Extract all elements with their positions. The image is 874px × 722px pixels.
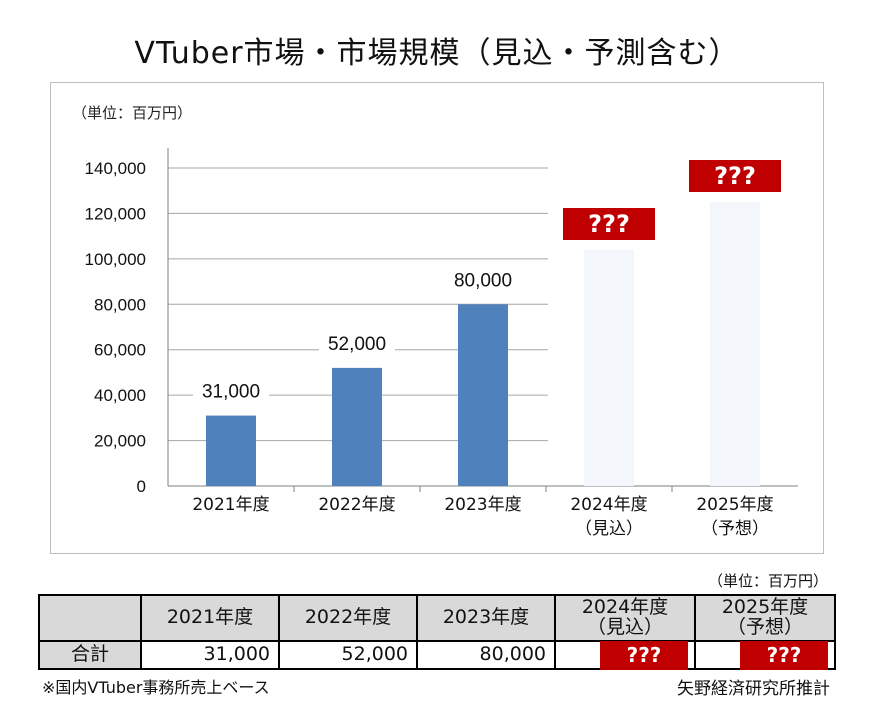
y-tick-label: 80,000	[94, 295, 146, 314]
data-label-bg	[319, 327, 395, 356]
bar	[710, 202, 760, 487]
y-tick-label: 0	[137, 477, 146, 496]
table-unit-label: （単位：百万円）	[707, 572, 828, 590]
bar	[458, 304, 508, 486]
data-label: 31,000	[202, 382, 260, 403]
bar	[332, 367, 382, 486]
data-label-placeholder: ???	[563, 207, 655, 240]
table-header-2021: 2021年度	[140, 594, 280, 642]
x-tick-label-sub: （見込）	[575, 519, 643, 539]
source-credit: 矢野経済研究所推計	[677, 679, 830, 699]
table-cell-2024-mask: ???	[600, 641, 688, 670]
table-cell-2025: ???	[694, 640, 836, 670]
x-tick-label: 2025年度	[696, 495, 773, 515]
data-label-placeholder: ???	[689, 160, 781, 193]
table-header-2024: 2024年度 （見込）	[554, 594, 696, 642]
data-label: 52,000	[328, 334, 386, 355]
page-title: VTuber市場・市場規模（見込・予測含む）	[134, 36, 740, 71]
table-cell-2025-mask: ???	[740, 641, 828, 670]
table-cell-2022: 52,000	[278, 640, 418, 670]
y-tick-label: 120,000	[85, 204, 146, 223]
table-header-2025-text: 2025年度 （予想）	[721, 596, 809, 638]
table-cell-2023: 80,000	[416, 640, 556, 670]
data-label-bg	[445, 264, 521, 293]
bar	[206, 415, 256, 486]
table-header-2024-text: 2024年度 （見込）	[581, 596, 669, 638]
y-tick-label: 140,000	[85, 159, 146, 178]
y-tick-label: 60,000	[94, 341, 146, 360]
table-header-corner	[38, 594, 142, 642]
x-tick-label: 2022年度	[318, 495, 395, 515]
data-table: 2021年度 2022年度 2023年度 2024年度 （見込） 2025年度 …	[38, 594, 836, 670]
x-tick-label: 2023年度	[444, 495, 521, 515]
bar-chart: 0 20,000 40,000 60,000 80,000 100,000 120,000 1…	[85, 148, 798, 539]
chart-unit-label: （単位：百万円）	[72, 104, 193, 122]
y-tick-label: 100,000	[85, 250, 146, 269]
table-row-label: 合計	[38, 640, 142, 670]
x-tick-label: 2021年度	[192, 495, 269, 515]
x-tick-label: 2024年度	[570, 495, 647, 515]
y-tick-label: 40,000	[94, 386, 146, 405]
table-cell-2021: 31,000	[140, 640, 280, 670]
data-label-bg	[193, 375, 269, 404]
data-label: 80,000	[454, 270, 512, 291]
y-tick-label: 20,000	[94, 432, 146, 451]
table-header-2022: 2022年度	[278, 594, 418, 642]
x-tick-label-sub: （予想）	[701, 519, 769, 539]
bar	[584, 249, 634, 486]
footnote: ※国内VTuber事務所売上ベース	[42, 678, 270, 697]
table-cell-2024: ???	[554, 640, 696, 670]
table-header-2023: 2023年度	[416, 594, 556, 642]
table-header-2025: 2025年度 （予想）	[694, 594, 836, 642]
